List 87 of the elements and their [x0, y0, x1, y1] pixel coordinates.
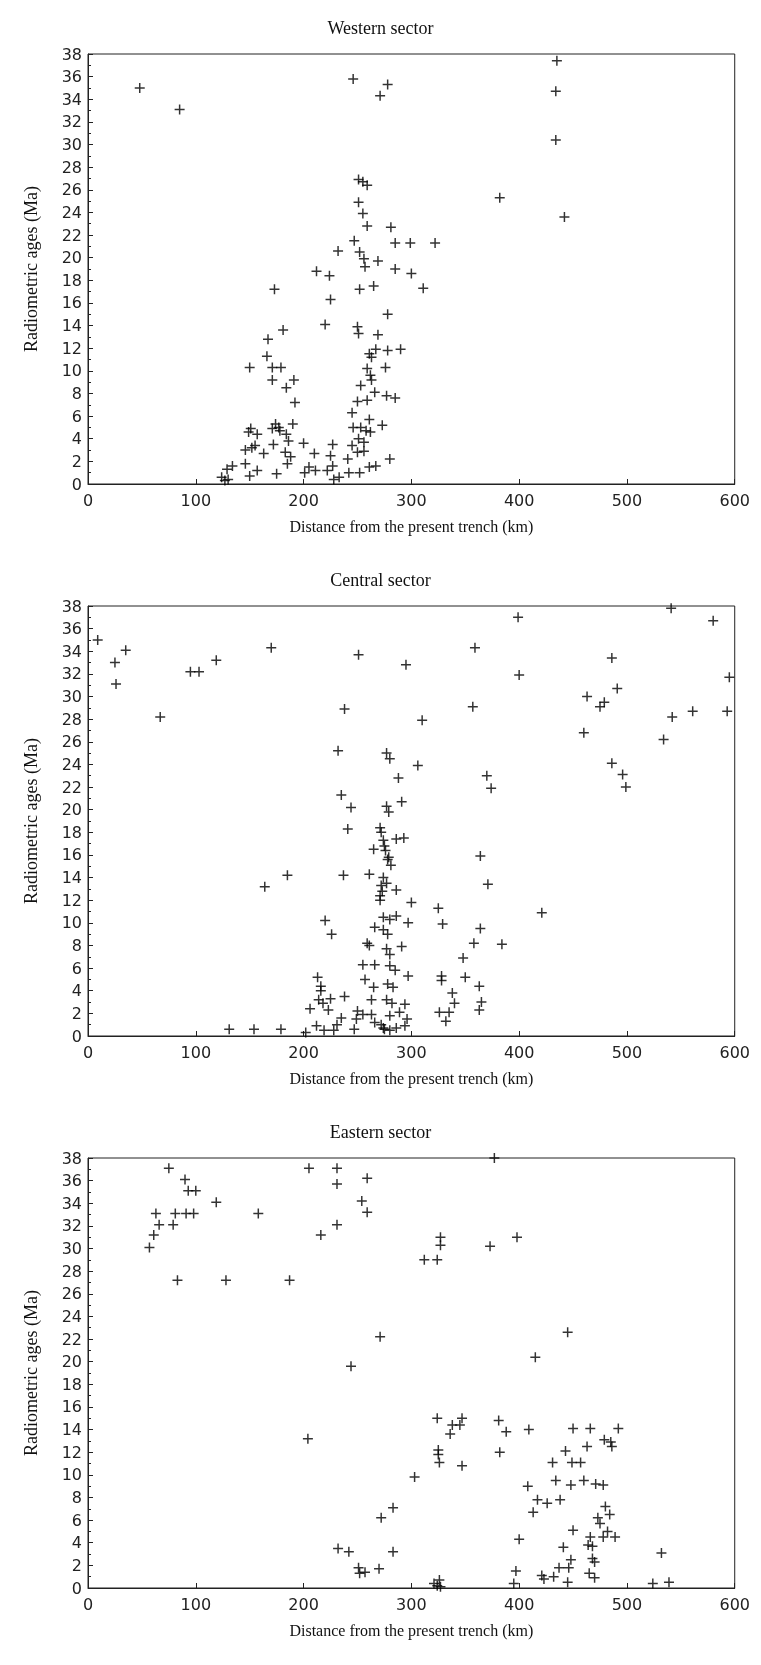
y-tick-label: 16	[61, 845, 82, 865]
y-tick-label: 8	[71, 1487, 82, 1507]
y-tick-label: 20	[61, 800, 82, 820]
y-tick-label: 22	[61, 225, 82, 245]
y-tick-label: 32	[61, 1216, 82, 1236]
y-tick-label: 30	[61, 687, 82, 707]
y-tick-label: 0	[71, 1578, 82, 1598]
y-tick-label: 6	[71, 958, 82, 978]
y-tick-label: 20	[61, 248, 82, 268]
y-tick-label: 26	[61, 180, 82, 200]
y-tick-label: 6	[71, 1510, 82, 1530]
y-tick-label: 38	[61, 596, 82, 616]
x-tick-label: 200	[288, 1042, 319, 1062]
y-tick-label: 14	[61, 316, 82, 336]
y-tick-label: 12	[61, 1442, 82, 1462]
y-tick-label: 10	[61, 913, 82, 933]
y-tick-label: 32	[61, 664, 82, 684]
chart-title: Western sector	[327, 18, 434, 38]
x-tick-label: 200	[288, 490, 319, 510]
y-tick-label: 28	[61, 1261, 82, 1281]
y-tick-label: 2	[71, 1555, 82, 1575]
y-axis-title: Radiometric ages (Ma)	[21, 1290, 42, 1456]
y-tick-label: 8	[71, 383, 82, 403]
chart-title: Central sector	[330, 570, 431, 590]
y-tick-label: 22	[61, 777, 82, 797]
y-tick-label: 10	[61, 1465, 82, 1485]
y-tick-label: 18	[61, 822, 82, 842]
y-tick-label: 18	[61, 1374, 82, 1394]
x-tick-label: 400	[503, 1594, 535, 1614]
y-tick-label: 36	[61, 1171, 82, 1191]
y-tick-label: 24	[61, 1306, 82, 1326]
y-tick-label: 38	[61, 1148, 82, 1168]
y-tick-label: 24	[61, 202, 82, 222]
x-tick-label: 400	[503, 1042, 535, 1062]
x-tick-label: 600	[719, 1042, 750, 1062]
x-tick-label: 300	[396, 1594, 427, 1614]
y-tick-label: 28	[61, 709, 82, 729]
y-tick-label: 32	[61, 112, 82, 132]
y-tick-label: 26	[61, 1284, 82, 1304]
y-tick-label: 26	[61, 732, 82, 752]
y-tick-label: 16	[61, 1397, 82, 1417]
x-axis-title: Distance from the present trench (km)	[289, 1621, 534, 1640]
y-tick-label: 30	[61, 1239, 82, 1259]
x-tick-label: 200	[288, 1594, 319, 1614]
y-tick-label: 28	[61, 157, 82, 177]
x-axis-title: Distance from the present trench (km)	[289, 1069, 534, 1088]
y-tick-label: 8	[71, 935, 82, 955]
y-tick-label: 0	[71, 474, 82, 494]
x-tick-label: 100	[180, 490, 212, 510]
y-tick-label: 20	[61, 1352, 82, 1372]
y-tick-label: 2	[71, 1003, 82, 1023]
y-tick-label: 4	[71, 981, 82, 1001]
x-tick-label: 600	[719, 1594, 750, 1614]
y-tick-label: 22	[61, 1329, 82, 1349]
y-tick-label: 6	[71, 406, 82, 426]
y-tick-label: 34	[61, 89, 82, 109]
y-tick-label: 34	[61, 1193, 82, 1213]
y-tick-label: 36	[61, 67, 82, 87]
y-tick-label: 14	[61, 868, 82, 888]
x-tick-label: 500	[611, 1042, 643, 1062]
x-tick-label: 400	[503, 490, 535, 510]
y-tick-label: 0	[71, 1026, 82, 1046]
y-tick-label: 36	[61, 619, 82, 639]
x-tick-label: 500	[611, 490, 643, 510]
x-tick-label: 100	[180, 1042, 212, 1062]
y-tick-label: 2	[71, 451, 82, 471]
y-tick-label: 4	[71, 429, 82, 449]
x-tick-label: 300	[396, 490, 427, 510]
y-tick-label: 12	[61, 338, 82, 358]
y-tick-label: 38	[61, 44, 82, 64]
y-tick-label: 34	[61, 641, 82, 661]
x-tick-label: 600	[719, 490, 750, 510]
chart-title: Eastern sector	[329, 1122, 432, 1142]
y-tick-label: 12	[61, 890, 82, 910]
y-tick-label: 18	[61, 270, 82, 290]
x-tick-label: 100	[180, 1594, 212, 1614]
x-tick-label: 300	[396, 1042, 427, 1062]
y-tick-label: 10	[61, 361, 82, 381]
y-tick-label: 24	[61, 754, 82, 774]
x-axis-title: Distance from the present trench (km)	[289, 517, 534, 536]
y-tick-label: 4	[71, 1533, 82, 1553]
x-tick-label: 500	[611, 1594, 643, 1614]
y-tick-label: 16	[61, 293, 82, 313]
y-tick-label: 14	[61, 1420, 82, 1440]
y-tick-label: 30	[61, 135, 82, 155]
y-axis-title: Radiometric ages (Ma)	[21, 738, 42, 904]
y-axis-title: Radiometric ages (Ma)	[21, 186, 42, 352]
